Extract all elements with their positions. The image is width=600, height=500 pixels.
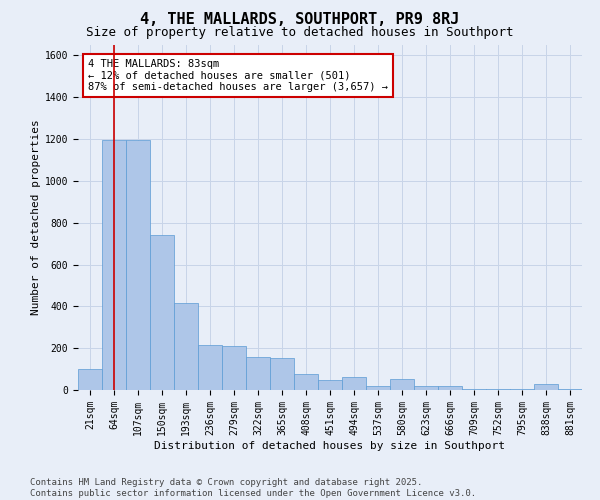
Bar — [486, 389, 510, 390]
Bar — [270, 358, 294, 390]
Text: 4 THE MALLARDS: 83sqm
← 12% of detached houses are smaller (501)
87% of semi-det: 4 THE MALLARDS: 83sqm ← 12% of detached … — [88, 59, 388, 92]
Bar — [294, 374, 318, 390]
Bar — [366, 386, 390, 390]
Bar — [78, 369, 102, 390]
Text: 4, THE MALLARDS, SOUTHPORT, PR9 8RJ: 4, THE MALLARDS, SOUTHPORT, PR9 8RJ — [140, 12, 460, 28]
Bar — [246, 356, 270, 390]
X-axis label: Distribution of detached houses by size in Southport: Distribution of detached houses by size … — [155, 440, 505, 450]
Bar — [318, 380, 342, 390]
Bar — [342, 378, 366, 390]
Bar — [438, 386, 462, 390]
Bar — [390, 378, 414, 390]
Y-axis label: Number of detached properties: Number of detached properties — [31, 120, 41, 316]
Text: Contains HM Land Registry data © Crown copyright and database right 2025.
Contai: Contains HM Land Registry data © Crown c… — [30, 478, 476, 498]
Text: Size of property relative to detached houses in Southport: Size of property relative to detached ho… — [86, 26, 514, 39]
Bar — [558, 389, 582, 390]
Bar — [174, 303, 198, 390]
Bar — [150, 236, 174, 390]
Bar — [198, 345, 222, 390]
Bar — [414, 386, 438, 390]
Bar — [534, 384, 558, 390]
Bar — [126, 140, 150, 390]
Bar — [510, 389, 534, 390]
Bar — [462, 389, 486, 390]
Bar — [222, 346, 246, 390]
Bar — [102, 140, 126, 390]
